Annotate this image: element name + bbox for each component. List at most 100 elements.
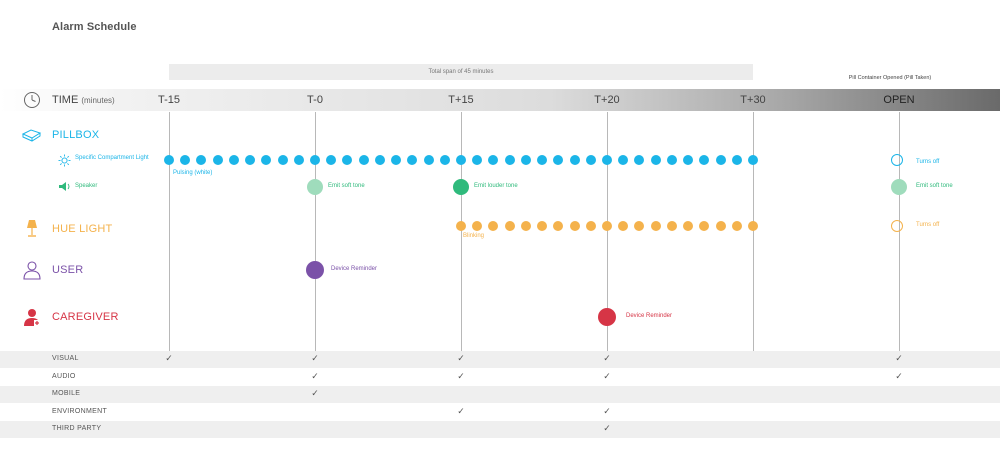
hue-blink-dot [699, 221, 710, 231]
light-pulse-dot [423, 155, 434, 165]
check-mark-icon: ✓ [311, 353, 319, 363]
table-row [0, 369, 1000, 386]
table-row [0, 386, 1000, 403]
light-pulse-dot [391, 155, 402, 165]
light-pulse-dot [715, 155, 726, 165]
hue-blink-dot [618, 221, 629, 231]
table-row [0, 421, 1000, 438]
speaker-label: Speaker [75, 183, 98, 189]
table-row-label: MOBILE [52, 390, 81, 397]
check-mark-icon: ✓ [457, 353, 465, 363]
caregiver-icon [24, 309, 40, 326]
check-mark-icon: ✓ [603, 353, 611, 363]
light-pulse-dot [488, 155, 499, 165]
hue-blink-dot [569, 221, 580, 231]
hue-blink-dot [666, 221, 677, 231]
time-tick-0: T-15 [157, 94, 180, 106]
check-mark-icon: ✓ [165, 353, 173, 363]
hue-blink-dot [585, 221, 596, 231]
light-pulse-dot [456, 155, 466, 165]
lamp-icon [27, 220, 37, 237]
light-pulse-dot [731, 155, 742, 165]
hue-blink-dot [650, 221, 661, 231]
time-gridline-1 [315, 112, 316, 351]
light-pulse-dot [310, 155, 320, 165]
time-gridline-3 [607, 112, 608, 351]
table-row [0, 351, 1000, 368]
light-pulse-dot [212, 155, 223, 165]
check-mark-icon: ✓ [603, 405, 611, 416]
hue-blink-dot [683, 221, 694, 231]
table-row-label: AUDIO [52, 372, 76, 380]
light-pulse-dot [358, 155, 369, 165]
light-pulse-dot [439, 155, 450, 165]
table-row-label: THIRD PARTY [52, 425, 102, 432]
table-row [0, 404, 1000, 421]
light-turns-off-annotation: Turns off [916, 159, 940, 165]
time-gridline-5 [899, 112, 900, 351]
total-span-label: Total span of 45 minutes [428, 69, 494, 75]
light-pulse-dot [585, 155, 596, 165]
time-axis-title: TIME [52, 94, 79, 106]
light-pulse-dot [569, 155, 580, 165]
pillbox-label: PILLBOX [52, 129, 100, 141]
pillbox-icon [21, 129, 42, 142]
speaker-soft-annotation: Emit soft tone [328, 183, 365, 189]
light-pulse-dot [650, 155, 661, 165]
check-mark-icon: ✓ [311, 370, 319, 381]
total-span-bar: Total span of 45 minutes [169, 64, 753, 80]
user-label: USER [52, 264, 84, 276]
caregiver-reminder-annotation: Device Reminder [626, 313, 673, 319]
light-pulse-dot [342, 155, 353, 165]
time-gridline-0 [169, 112, 170, 351]
light-pulse-dot [504, 155, 515, 165]
hue-blink-dot [553, 221, 564, 231]
speaker-louder-marker [453, 179, 469, 195]
speaker-louder-annotation: Emit louder tone [474, 183, 518, 189]
light-pulse-dot [407, 155, 418, 165]
check-mark-icon: ✓ [603, 370, 611, 381]
time-axis-label: TIME (minutes) [52, 94, 115, 106]
speaker-soft-marker [307, 179, 323, 195]
speaker-open-soft-marker [891, 179, 907, 195]
time-axis-unit: (minutes) [81, 96, 115, 105]
light-pulse-dot [261, 155, 272, 165]
speaker-open-soft-annotation: Emit soft tone [916, 183, 953, 189]
hue-blink-dot [537, 221, 548, 231]
user-reminder-marker [306, 261, 324, 279]
hue-blink-dot [504, 221, 515, 231]
light-pulse-dot [537, 155, 548, 165]
user-icon [23, 261, 41, 280]
hue-blink-dot [715, 221, 726, 231]
check-mark-icon: ✓ [457, 370, 465, 381]
light-off-marker [891, 154, 903, 166]
light-pulse-dot [180, 155, 191, 165]
light-label: Specific Compartment Light [75, 155, 149, 161]
light-pulse-dot [699, 155, 710, 165]
page-title: Alarm Schedule [52, 21, 137, 33]
light-pulse-dot [472, 155, 483, 165]
light-pulse-dot [666, 155, 677, 165]
table-row-label: ENVIRONMENT [52, 407, 108, 415]
user-reminder-annotation: Device Reminder [331, 266, 378, 272]
hue-blink-dot [602, 221, 612, 231]
light-pulse-dot [618, 155, 629, 165]
time-axis-band [0, 89, 1000, 111]
time-tick-5: OPEN [883, 94, 915, 106]
hue-blink-dot [456, 221, 466, 231]
hue-blink-dot [472, 221, 483, 231]
check-mark-icon: ✓ [311, 388, 319, 398]
hue-blink-dot [731, 221, 742, 231]
caregiver-reminder-marker [598, 308, 616, 326]
light-pulse-dot [228, 155, 239, 165]
light-pulse-dot [277, 155, 288, 165]
light-pulse-dot [196, 155, 207, 165]
check-mark-icon: ✓ [457, 405, 465, 416]
light-pulse-dot [520, 155, 531, 165]
light-pulse-dot [245, 155, 256, 165]
light-pulse-dot [748, 155, 758, 165]
hue-off-marker [891, 220, 903, 232]
time-tick-1: T-0 [307, 94, 323, 106]
time-gridline-2 [461, 112, 462, 351]
